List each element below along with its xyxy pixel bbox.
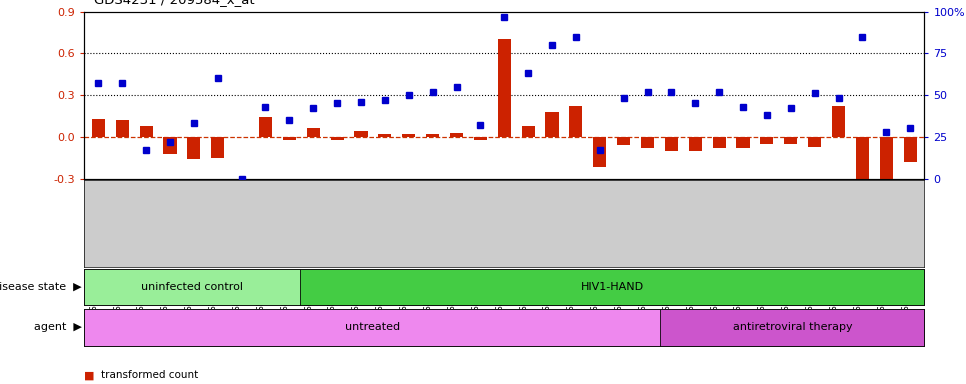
Bar [661,309,924,346]
Text: untreated: untreated [345,322,400,333]
Bar [450,132,463,137]
Bar [212,137,224,158]
Bar [92,119,105,137]
Bar [379,134,391,137]
Bar [84,309,661,346]
Bar [713,137,725,148]
Bar [809,137,821,147]
Bar [497,40,511,137]
Text: antiretroviral therapy: antiretroviral therapy [732,322,852,333]
Bar [163,137,177,154]
Bar [593,137,607,167]
Text: GDS4231 / 209584_x_at: GDS4231 / 209584_x_at [94,0,254,6]
Bar [569,106,582,137]
Bar [116,120,128,137]
Bar [402,134,415,137]
Bar [187,137,200,159]
Bar [832,106,845,137]
Bar [760,137,774,144]
Bar [617,137,630,145]
Text: agent  ▶: agent ▶ [34,322,82,333]
Bar [856,137,869,179]
Bar [84,269,300,305]
Bar [903,137,917,162]
Bar [880,137,893,181]
Bar [546,112,558,137]
Bar [689,137,702,151]
Text: ■: ■ [84,370,95,380]
Text: disease state  ▶: disease state ▶ [0,282,82,292]
Bar [640,137,654,148]
Bar [736,137,750,148]
Bar [426,134,440,137]
Bar [283,137,296,140]
Text: transformed count: transformed count [101,370,199,380]
Bar [522,126,535,137]
Bar [473,137,487,140]
Bar [665,137,678,151]
Bar [784,137,797,144]
Text: uninfected control: uninfected control [141,282,243,292]
Bar [259,118,272,137]
Bar [330,137,344,140]
Bar [139,126,153,137]
Text: HIV1-HAND: HIV1-HAND [581,282,644,292]
Bar [306,128,320,137]
Bar [300,269,924,305]
Bar [355,131,368,137]
